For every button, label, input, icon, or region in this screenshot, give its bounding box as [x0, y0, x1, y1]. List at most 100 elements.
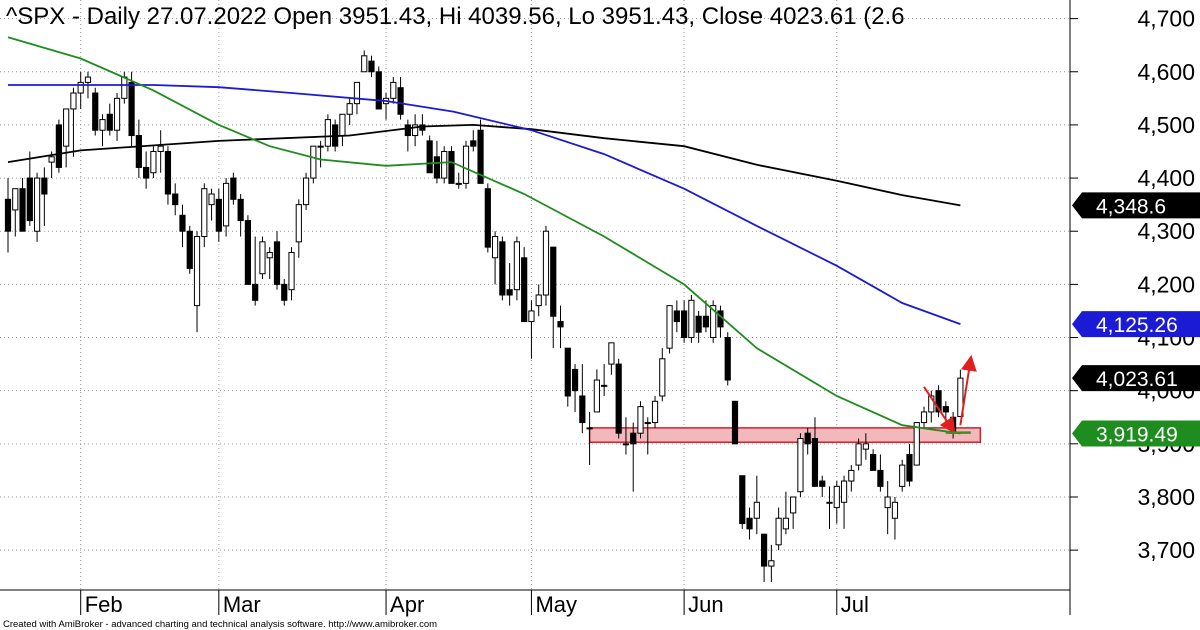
candle-body	[673, 310, 680, 323]
candle-body	[92, 92, 99, 131]
candle-body	[302, 177, 310, 206]
candle-body	[19, 188, 26, 232]
candle-body	[913, 422, 920, 466]
candle	[891, 496, 899, 540]
candle-body	[157, 145, 164, 152]
candle	[870, 449, 877, 471]
candle-body	[739, 475, 746, 525]
candle-body	[855, 443, 862, 466]
candle-body	[441, 150, 448, 179]
candle-body	[710, 305, 717, 339]
y-tick-label: 4,300	[1137, 218, 1195, 244]
candle-body	[55, 124, 62, 168]
candle	[644, 417, 651, 455]
candle	[819, 475, 826, 497]
candle-body	[528, 310, 535, 323]
credit-text: Created with AmiBroker - advanced charti…	[3, 619, 437, 630]
candle	[877, 454, 884, 492]
candle-body	[899, 464, 906, 487]
candle	[63, 108, 70, 168]
candle	[288, 247, 295, 301]
candle	[906, 443, 913, 487]
candle	[542, 225, 550, 306]
candle	[928, 390, 935, 423]
candle-body	[113, 97, 121, 131]
candle	[571, 364, 579, 412]
candle-body	[804, 432, 811, 445]
candle	[615, 358, 622, 439]
candle-body	[702, 315, 710, 328]
candle	[811, 417, 819, 487]
candle	[404, 119, 411, 152]
candle-body	[884, 496, 891, 509]
candle-body	[339, 113, 346, 137]
ma-line-1	[7, 123, 961, 207]
candle	[550, 246, 557, 349]
candle	[935, 385, 942, 418]
candle	[826, 486, 833, 529]
y-tick-label: 3,800	[1137, 484, 1195, 510]
candle	[266, 247, 273, 280]
candle-body	[455, 182, 462, 185]
candle	[470, 130, 477, 152]
candle-body	[877, 469, 884, 487]
candle-body	[891, 501, 899, 519]
candle	[33, 172, 41, 242]
candle	[760, 533, 768, 583]
candle-body	[164, 150, 172, 195]
candle	[92, 87, 99, 136]
candle-body	[324, 119, 331, 147]
candle-body	[310, 145, 317, 179]
candle-body	[135, 135, 142, 168]
candle-body	[193, 236, 201, 307]
candle-body	[550, 246, 557, 317]
candle	[513, 236, 520, 301]
candle-body	[920, 411, 928, 424]
candle	[528, 300, 535, 359]
candle-body	[688, 299, 695, 339]
candle	[12, 188, 19, 237]
y-tick-label: 3,700	[1137, 537, 1195, 563]
candle	[622, 417, 630, 455]
candle	[564, 347, 571, 407]
candle	[957, 369, 964, 417]
candle	[666, 305, 673, 354]
candle	[99, 114, 106, 147]
candle	[499, 236, 506, 301]
ma-tag-3-bg	[1072, 420, 1200, 447]
candle	[361, 50, 368, 73]
candle-body	[637, 406, 644, 434]
candle-body	[521, 257, 528, 323]
candle	[230, 172, 237, 205]
ma-tag-2-text: 4,125.26	[1096, 314, 1178, 337]
candle-body	[259, 241, 266, 275]
candle-body	[48, 156, 55, 163]
candle-body	[288, 251, 295, 291]
candle	[702, 300, 710, 333]
candle	[840, 475, 848, 529]
candle	[462, 140, 470, 189]
candle-body	[375, 71, 382, 110]
candle-body	[426, 140, 433, 174]
ma-line-2	[8, 84, 961, 325]
candle-body	[433, 156, 441, 179]
candle	[477, 119, 484, 184]
candle	[601, 364, 608, 396]
candle	[164, 146, 172, 205]
ma-tag-1-bg	[1072, 192, 1200, 219]
candle-body	[208, 193, 215, 206]
candle	[215, 188, 222, 242]
candle	[41, 167, 48, 226]
candle-body	[70, 92, 77, 110]
candle-body	[571, 368, 579, 392]
candle-body	[513, 241, 520, 291]
candle-body	[63, 108, 70, 147]
candle-body	[870, 453, 877, 471]
candle	[899, 459, 906, 492]
candle-body	[499, 241, 506, 296]
candle	[637, 401, 644, 439]
candle-body	[121, 76, 128, 99]
candle	[630, 422, 637, 492]
candle-body	[666, 305, 673, 349]
candle-body	[840, 480, 848, 503]
